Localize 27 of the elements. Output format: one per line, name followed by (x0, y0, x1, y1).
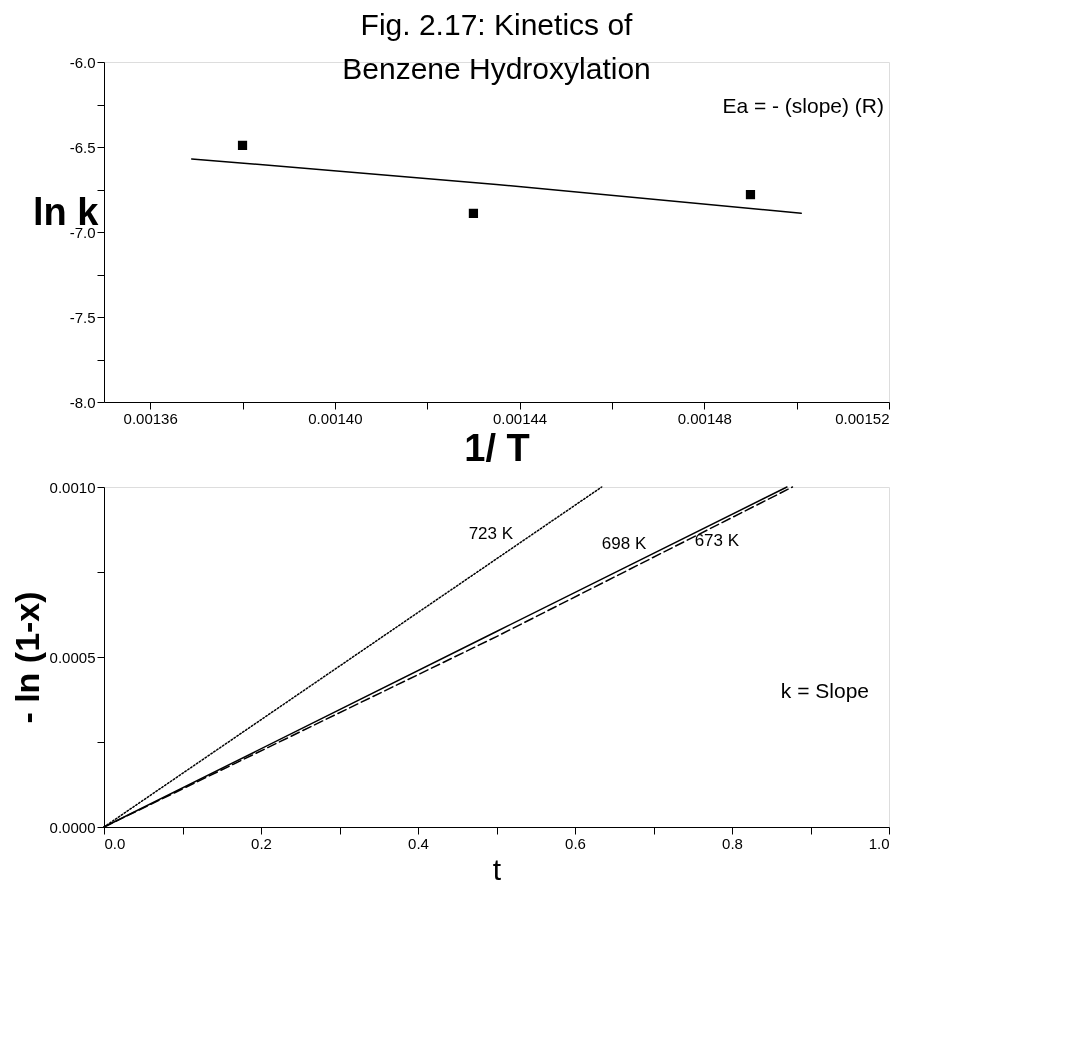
y-tick-label: 0.0010 (49, 478, 96, 496)
annotation: k = Slope (780, 679, 869, 702)
x-tick-label: 0.00148 (677, 409, 732, 427)
chart-title: Fig. 2.17: Kinetics of Benzene Hydroxylation (342, 8, 651, 85)
x-tick-label: 0.8 (722, 834, 743, 852)
x-tick-label: 0.0 (104, 834, 126, 852)
y-tick-label: -6.5 (69, 138, 96, 156)
y-axis-title: - ln (1-x) (7, 591, 46, 724)
x-tick-label: 0.00140 (308, 409, 363, 427)
y-tick-label: -6.0 (69, 53, 96, 71)
x-tick-label: 0.00152 (835, 409, 890, 427)
annotation: Ea = - (slope) (R) (722, 94, 884, 117)
x-axis-title: t (492, 852, 502, 886)
y-tick-label: 0.0005 (49, 648, 96, 666)
y-tick-label: -7.5 (69, 308, 96, 326)
y-tick-label: 0.0000 (49, 818, 96, 836)
x-tick-label: 0.2 (251, 834, 272, 852)
x-tick-label: 0.6 (565, 834, 586, 852)
y-tick-label: -8.0 (69, 393, 96, 411)
series-label: 698 K (601, 534, 647, 553)
x-tick-label: 0.00144 (492, 409, 548, 427)
x-tick-label: 0.00136 (123, 409, 178, 427)
series-label: 723 K (468, 523, 514, 543)
series-label: 673 K (694, 530, 740, 550)
x-tick-label: 1.0 (868, 834, 890, 852)
x-axis-title: 1/ T (464, 426, 530, 469)
x-tick-label: 0.4 (408, 834, 429, 852)
